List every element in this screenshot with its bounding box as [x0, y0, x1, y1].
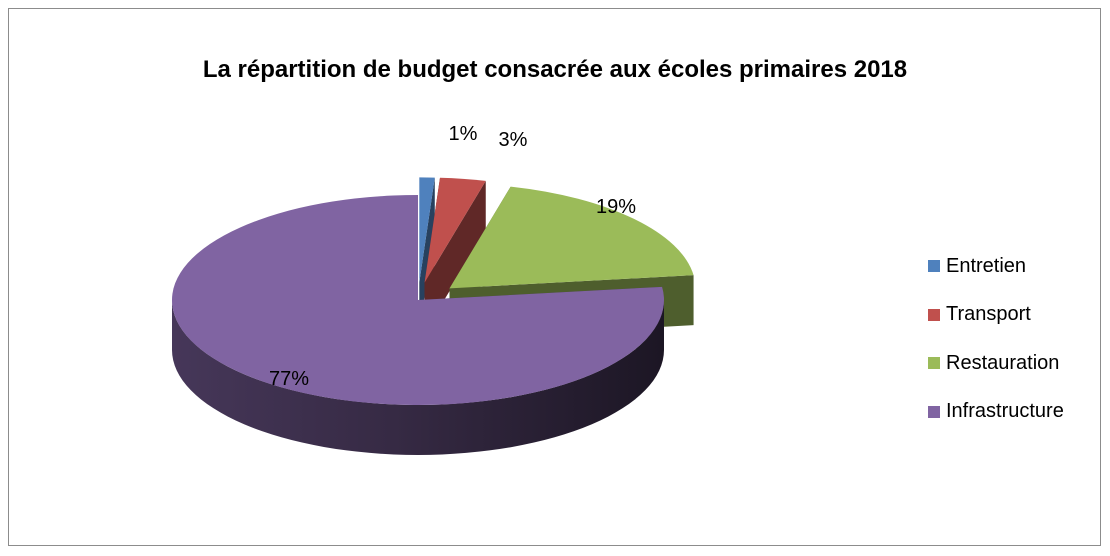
- data-label-restauration: 19%: [596, 196, 636, 218]
- slice-top-face: [424, 177, 486, 283]
- pie-slice-infrastructure: [171, 195, 664, 455]
- legend-item-transport: Transport: [928, 291, 1064, 340]
- slice-top-face: [419, 177, 435, 283]
- legend-label: Entretien: [946, 254, 1027, 277]
- pie-slice-entretien: [419, 177, 435, 333]
- slice-top-face: [171, 195, 664, 405]
- data-label-entretien: 1%: [449, 123, 478, 145]
- legend-swatch: [928, 260, 940, 273]
- data-label-infrastructure: 77%: [269, 368, 309, 390]
- legend-label: Infrastructure: [946, 400, 1064, 423]
- slice-cut-face: [419, 177, 435, 333]
- legend-item-infrastructure: Infrastructure: [928, 388, 1064, 437]
- legend-item-entretien: Entretien: [928, 242, 1064, 291]
- legend-label: Transport: [946, 303, 1031, 326]
- slice-cut-face: [424, 180, 486, 333]
- legend-swatch: [928, 357, 940, 370]
- pie-slice-transport: [424, 177, 486, 333]
- chart-legend: Entretien Transport Restauration Infrastruc…: [928, 242, 1064, 436]
- chart-title: La répartition de budget consacrée aux é…: [202, 56, 908, 83]
- legend-item-restauration: Restauration: [928, 339, 1064, 388]
- slice-side-wall: [172, 300, 664, 455]
- slice-top-face: [449, 186, 694, 289]
- data-label-transport: 3%: [499, 129, 528, 151]
- legend-label: Restauration: [946, 351, 1060, 374]
- legend-swatch: [928, 308, 940, 321]
- legend-swatch: [928, 405, 940, 418]
